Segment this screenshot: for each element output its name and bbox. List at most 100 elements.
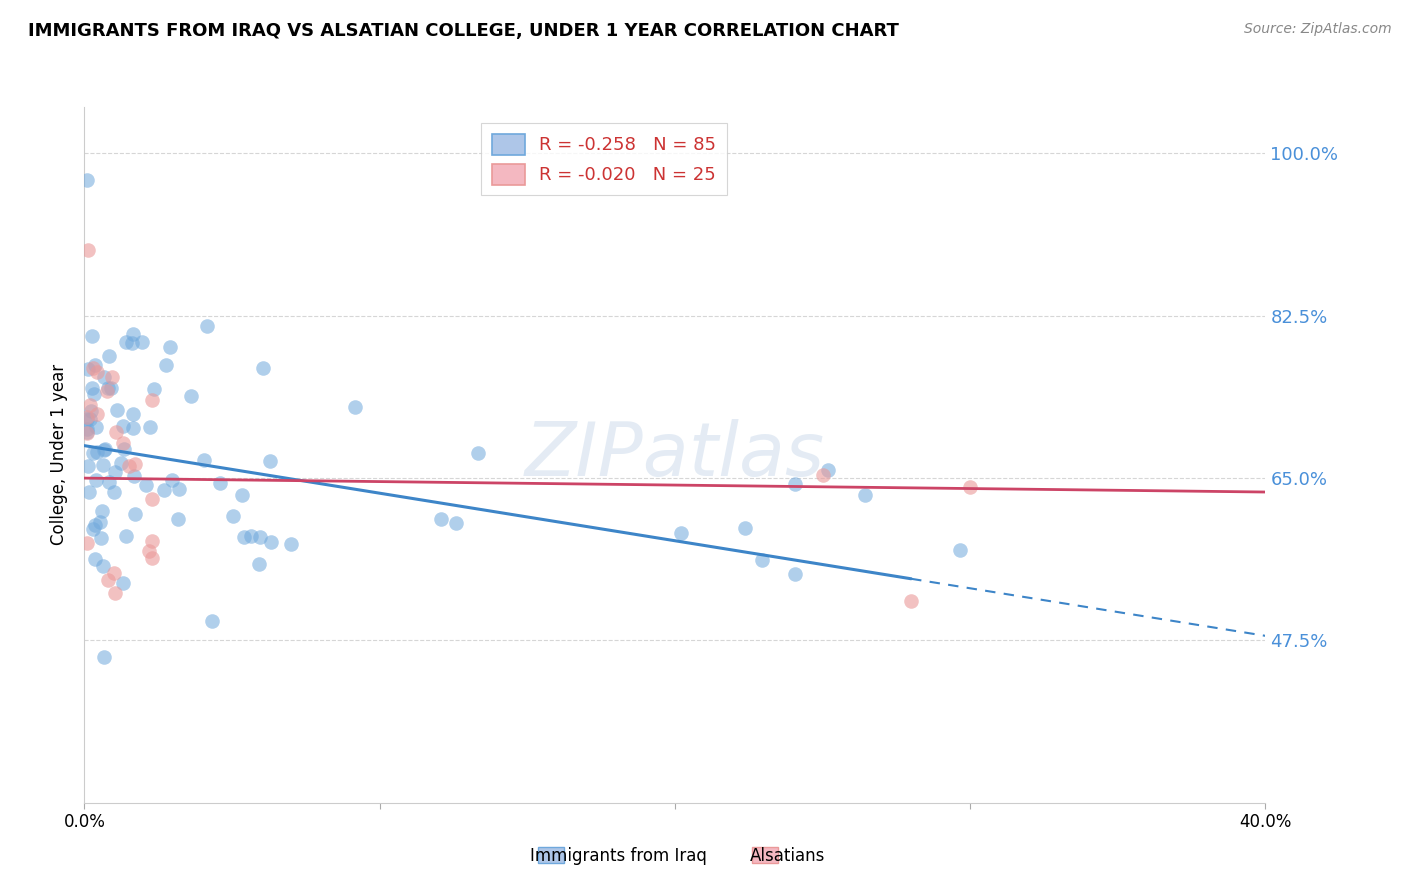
Point [79,412,101,426]
Point [249,530,271,544]
Point [152,483,174,497]
Point [83,386,105,401]
Point [84,420,107,434]
Point [247,557,270,571]
Point [233,530,256,544]
Point [131,335,153,350]
Point [467,446,489,460]
Point [252,360,274,375]
Point [79,398,101,412]
Point [76,173,98,187]
Point [84,473,107,487]
Point [76,425,98,439]
Point [93,369,115,384]
Point [86,365,108,379]
Point [118,459,141,474]
Point [138,544,160,558]
Point [97,475,120,490]
Point [167,511,190,525]
Point [141,534,163,549]
Point [900,593,922,607]
Point [159,340,181,354]
Point [76,243,98,257]
Point [785,566,807,581]
Point [259,534,281,549]
Point [111,418,134,433]
Point [122,421,145,435]
Legend: R = -0.258   N = 85, R = -0.020   N = 25: R = -0.258 N = 85, R = -0.020 N = 25 [481,123,727,195]
Text: Immigrants from Iraq: Immigrants from Iraq [530,847,707,865]
Point [104,466,127,480]
Point [240,529,263,543]
Point [143,382,166,396]
Point [82,446,104,460]
Point [98,349,121,363]
Point [97,381,120,395]
Point [105,403,128,417]
Point [201,614,224,628]
Point [110,456,132,470]
Point [86,445,108,459]
Text: Alsatians: Alsatians [749,847,825,865]
Point [104,585,127,599]
Point [122,326,145,341]
Bar [538,847,564,863]
Point [208,476,231,491]
Point [103,484,125,499]
Point [76,422,98,436]
Point [86,407,108,421]
Point [93,650,115,665]
Point [135,477,157,491]
Point [115,528,138,542]
Point [734,521,756,535]
Point [811,467,834,482]
Point [853,488,876,502]
Point [105,425,128,439]
Point [139,420,162,434]
Point [90,504,112,518]
Point [115,334,138,349]
Point [160,473,183,487]
Point [193,453,215,467]
Point [76,535,98,549]
Point [141,551,163,566]
Point [195,319,218,334]
Point [79,484,101,499]
Point [101,370,124,384]
Point [112,442,135,456]
Point [949,542,972,557]
Point [84,358,107,372]
Point [817,463,839,477]
Point [141,392,163,407]
Point [97,573,120,587]
Point [76,409,98,424]
Point [89,515,111,529]
Point [959,479,981,493]
Point [91,558,114,573]
Point [80,404,103,418]
Point [100,381,122,395]
Point [76,412,98,426]
Point [76,426,98,441]
Point [155,358,177,372]
Point [103,566,125,580]
Point [180,389,202,403]
Point [121,407,143,421]
Point [84,552,107,566]
Point [111,436,134,450]
Point [343,400,366,414]
Point [231,487,253,501]
Point [82,360,104,375]
Point [82,329,104,343]
Point [169,482,191,496]
Point [121,336,143,351]
Point [751,552,773,566]
Point [259,454,281,468]
Text: Source: ZipAtlas.com: Source: ZipAtlas.com [1244,22,1392,37]
Point [91,458,114,472]
Point [96,384,118,398]
Point [112,575,135,590]
Point [90,532,112,546]
Point [669,526,692,541]
Point [94,442,117,456]
